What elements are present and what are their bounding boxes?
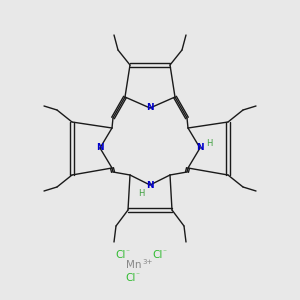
Text: ⁻: ⁻ — [125, 248, 129, 256]
Text: Cl: Cl — [152, 250, 162, 260]
Text: Cl: Cl — [115, 250, 125, 260]
Text: ⁻: ⁻ — [162, 248, 166, 256]
Text: N: N — [146, 181, 154, 190]
Text: H: H — [206, 139, 212, 148]
Text: N: N — [146, 103, 154, 112]
Text: Mn: Mn — [126, 260, 142, 270]
Text: 3+: 3+ — [142, 259, 152, 265]
Text: H: H — [138, 188, 144, 197]
Text: N: N — [196, 143, 204, 152]
Text: Cl: Cl — [125, 273, 135, 283]
Text: ⁻: ⁻ — [135, 271, 139, 280]
Text: N: N — [96, 143, 104, 152]
